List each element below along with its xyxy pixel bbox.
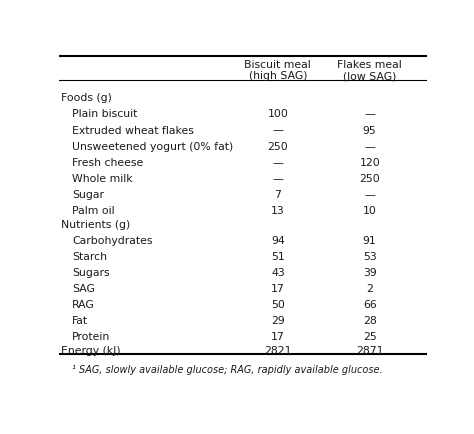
Text: 17: 17 [271, 283, 285, 293]
Text: Carbohydrates: Carbohydrates [72, 235, 153, 245]
Text: 250: 250 [359, 174, 380, 183]
Text: Plain biscuit: Plain biscuit [72, 109, 137, 119]
Text: Foods (g): Foods (g) [61, 93, 112, 103]
Text: Energy (kJ): Energy (kJ) [61, 345, 121, 355]
Text: 95: 95 [363, 125, 376, 135]
Text: Unsweetened yogurt (0% fat): Unsweetened yogurt (0% fat) [72, 141, 233, 151]
Text: 13: 13 [271, 205, 285, 215]
Text: —: — [273, 174, 283, 183]
Text: 43: 43 [271, 267, 285, 277]
Text: 39: 39 [363, 267, 376, 277]
Text: 17: 17 [271, 332, 285, 342]
Text: 94: 94 [271, 235, 285, 245]
Text: Biscuit meal
(high SAG): Biscuit meal (high SAG) [245, 59, 311, 81]
Text: 2: 2 [366, 283, 373, 293]
Text: 2821: 2821 [264, 345, 292, 355]
Text: 66: 66 [363, 299, 376, 309]
Text: Protein: Protein [72, 332, 110, 342]
Text: Whole milk: Whole milk [72, 174, 133, 183]
Text: Sugar: Sugar [72, 189, 104, 199]
Text: 100: 100 [267, 109, 288, 119]
Text: —: — [273, 158, 283, 168]
Text: 25: 25 [363, 332, 376, 342]
Text: SAG: SAG [72, 283, 95, 293]
Text: 2871: 2871 [356, 345, 383, 355]
Text: Nutrients (g): Nutrients (g) [61, 219, 130, 229]
Text: —: — [364, 189, 375, 199]
Text: Palm oil: Palm oil [72, 205, 115, 215]
Text: —: — [273, 125, 283, 135]
Text: 50: 50 [271, 299, 285, 309]
Text: ¹ SAG, slowly available glucose; RAG, rapidly available glucose.: ¹ SAG, slowly available glucose; RAG, ra… [72, 364, 383, 374]
Text: 53: 53 [363, 251, 376, 261]
Text: Starch: Starch [72, 251, 107, 261]
Text: Fresh cheese: Fresh cheese [72, 158, 143, 168]
Text: Fat: Fat [72, 316, 88, 326]
Text: —: — [364, 141, 375, 151]
Text: 51: 51 [271, 251, 285, 261]
Text: Flakes meal
(low SAG): Flakes meal (low SAG) [337, 59, 402, 81]
Text: 28: 28 [363, 316, 376, 326]
Text: 250: 250 [267, 141, 288, 151]
Text: 91: 91 [363, 235, 376, 245]
Text: 7: 7 [274, 189, 281, 199]
Text: 10: 10 [363, 205, 377, 215]
Text: —: — [364, 109, 375, 119]
Text: 120: 120 [359, 158, 380, 168]
Text: 29: 29 [271, 316, 285, 326]
Text: Extruded wheat flakes: Extruded wheat flakes [72, 125, 194, 135]
Text: RAG: RAG [72, 299, 95, 309]
Text: Sugars: Sugars [72, 267, 110, 277]
